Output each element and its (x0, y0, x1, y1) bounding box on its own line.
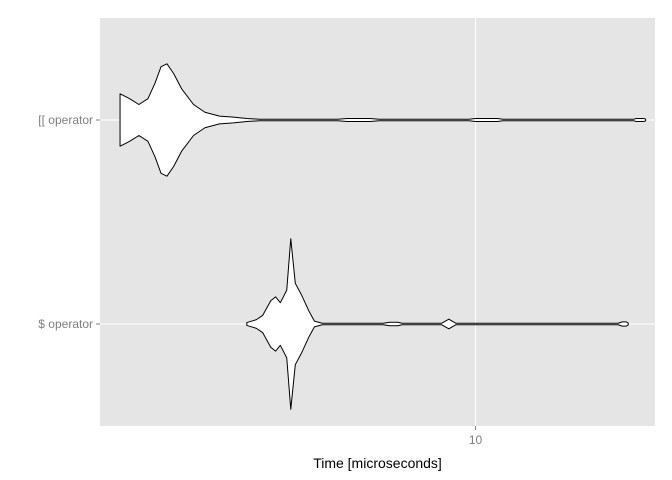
violin-double-bracket-operator (119, 63, 647, 177)
y-tick-label: $ operator (38, 317, 93, 331)
axes: 10 [[ operator $ operator (38, 113, 482, 447)
x-tick-label: 10 (469, 433, 483, 447)
violin-dollar-operator (246, 238, 629, 410)
x-axis-title: Time [microseconds] (313, 455, 442, 471)
violins (119, 63, 647, 410)
plot-panel (100, 18, 655, 426)
y-tick-label: [[ operator (38, 113, 93, 127)
